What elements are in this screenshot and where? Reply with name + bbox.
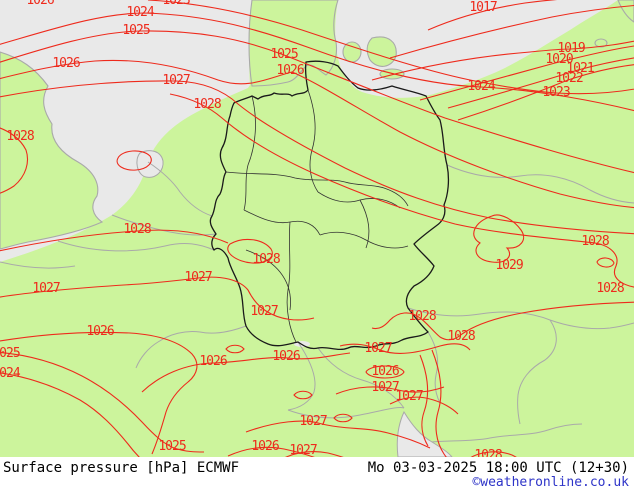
island-sjaelland	[366, 36, 397, 67]
map-canvas	[0, 0, 634, 457]
footer-bar: Surface pressure [hPa] ECMWF Mo 03-03-20…	[0, 457, 634, 490]
isobar-line-east-vert2	[419, 354, 429, 447]
copyright-link[interactable]: ©weatheronline.co.uk	[472, 475, 629, 490]
isobar-label: 1026	[52, 55, 80, 71]
isobar-line-1021	[447, 57, 634, 109]
isobar-label: 1023	[162, 0, 190, 8]
baltic-sea	[335, 0, 618, 98]
isobar-label: 1026	[272, 348, 300, 364]
isobar-line-1026	[0, 59, 634, 209]
isobar-line-1020	[419, 45, 634, 101]
isobar-label: 1021	[566, 60, 594, 76]
isobar-label: 1026	[251, 438, 279, 454]
isobar-label: 1023	[542, 84, 570, 100]
isobar-loop-1028-center	[227, 238, 273, 264]
isobar-label: 1026	[86, 323, 114, 339]
isobar-label: 1028	[408, 308, 436, 324]
isobar-loop-alps-small1	[225, 344, 245, 354]
state-border-layer	[225, 89, 409, 343]
border-layer-gray	[0, 161, 634, 443]
isobar-line-alps-1027d	[245, 420, 431, 449]
isobar-label: 1027	[250, 303, 278, 319]
isobar-line-1028-south	[371, 301, 634, 341]
isobar-line-1025-sw	[0, 351, 205, 453]
island-bornholm	[594, 38, 608, 48]
isobar-loop-1028-east	[596, 257, 615, 268]
isobar-label: 1027	[371, 379, 399, 395]
isobar-line-1019	[371, 40, 634, 81]
isobar-label: 1027	[162, 72, 190, 88]
isobar-label: 1028	[447, 328, 475, 344]
isobar-label: 1025	[270, 46, 298, 62]
isobar-label: 1025	[158, 438, 186, 454]
isobar-line-alps-1026c	[227, 446, 315, 457]
isobar-line-1023-nw	[147, 0, 634, 95]
isobar-line-1026-france	[0, 331, 198, 455]
map-datetime: Mo 03-03-2025 18:00 UTC (12+30)	[367, 460, 629, 476]
isobar-label: 1027	[299, 413, 327, 429]
isobar-line-alps-1026a	[141, 352, 351, 393]
isobar-line-1017	[427, 0, 558, 31]
isobar-line-1027	[0, 80, 634, 235]
isobar-label: 1028	[596, 280, 624, 296]
isobar-line-east-vert1	[431, 349, 447, 457]
isobar-label: 1028	[123, 221, 151, 237]
isobar-line-1024	[0, 12, 634, 112]
isobar-line-alps-1027c	[389, 396, 459, 415]
isobar-label: 1028	[252, 251, 280, 267]
sweden-coast	[617, 0, 634, 23]
isobar-label: 1017	[469, 0, 497, 15]
isobar-label: 1026	[276, 62, 304, 78]
isobar-line-1028-west	[0, 127, 29, 194]
isobar-label: 1025	[122, 22, 150, 38]
isobar-label: 1027	[32, 280, 60, 296]
isobar-line-alps-1027b	[335, 386, 445, 395]
isobar-line-1028-ring	[169, 93, 634, 288]
isobar-label: 1028	[193, 96, 221, 112]
isobar-label: 1027	[289, 442, 317, 457]
isobar-line-1022	[457, 64, 634, 121]
isobar-loop-alps-small3	[333, 413, 353, 423]
isobar-layer	[0, 0, 634, 457]
isobar-line-1018	[389, 4, 634, 59]
isobar-line-1027-france	[0, 276, 315, 321]
isobar-label: 1024	[0, 365, 21, 381]
isobar-line-alps-1027a	[339, 343, 471, 354]
isobar-line-1024-sw	[0, 372, 140, 457]
isobar-label: 1026	[199, 353, 227, 369]
isobar-label: 1029	[495, 257, 523, 273]
isobar-label: 1026	[26, 0, 54, 8]
isobar-loop-alps-1026b	[365, 365, 405, 379]
isobar-label: 1024	[467, 78, 495, 94]
uk-coast	[0, 51, 104, 250]
map-title: Surface pressure [hPa] ECMWF	[3, 460, 240, 476]
isobar-label: 1026	[371, 363, 399, 379]
sea-layer	[0, 0, 618, 457]
isobar-loop-alps-small2	[293, 390, 313, 400]
isobar-line-1028-france	[0, 229, 229, 252]
isobar-label: 1028	[581, 233, 609, 249]
isobar-loop-1029	[473, 214, 525, 263]
isobar-label: 1019	[557, 40, 585, 56]
isobar-label: 1024	[126, 4, 154, 20]
germany-border	[209, 60, 450, 351]
isobar-label: 1025	[0, 345, 21, 361]
isobar-line-1028-bottom	[470, 451, 517, 457]
isobar-line-alps-1027e	[285, 451, 344, 457]
isobar-label: 1028	[474, 447, 502, 457]
isobar-label: 1020	[545, 51, 573, 67]
isobar-line-1025	[0, 30, 634, 174]
isobar-label: 1027	[364, 340, 392, 356]
isobar-label: 1022	[555, 70, 583, 86]
adriatic-sea	[396, 410, 453, 457]
pressure-map: 1026 1023 1024 1025 1026 1027 1028 1028 1017 1025…	[0, 0, 634, 457]
isobar-label: 1027	[395, 388, 423, 404]
isobar-label: 1027	[184, 269, 212, 285]
isobar-label: 1028	[6, 128, 34, 144]
isobar-loop-nl	[116, 150, 152, 171]
